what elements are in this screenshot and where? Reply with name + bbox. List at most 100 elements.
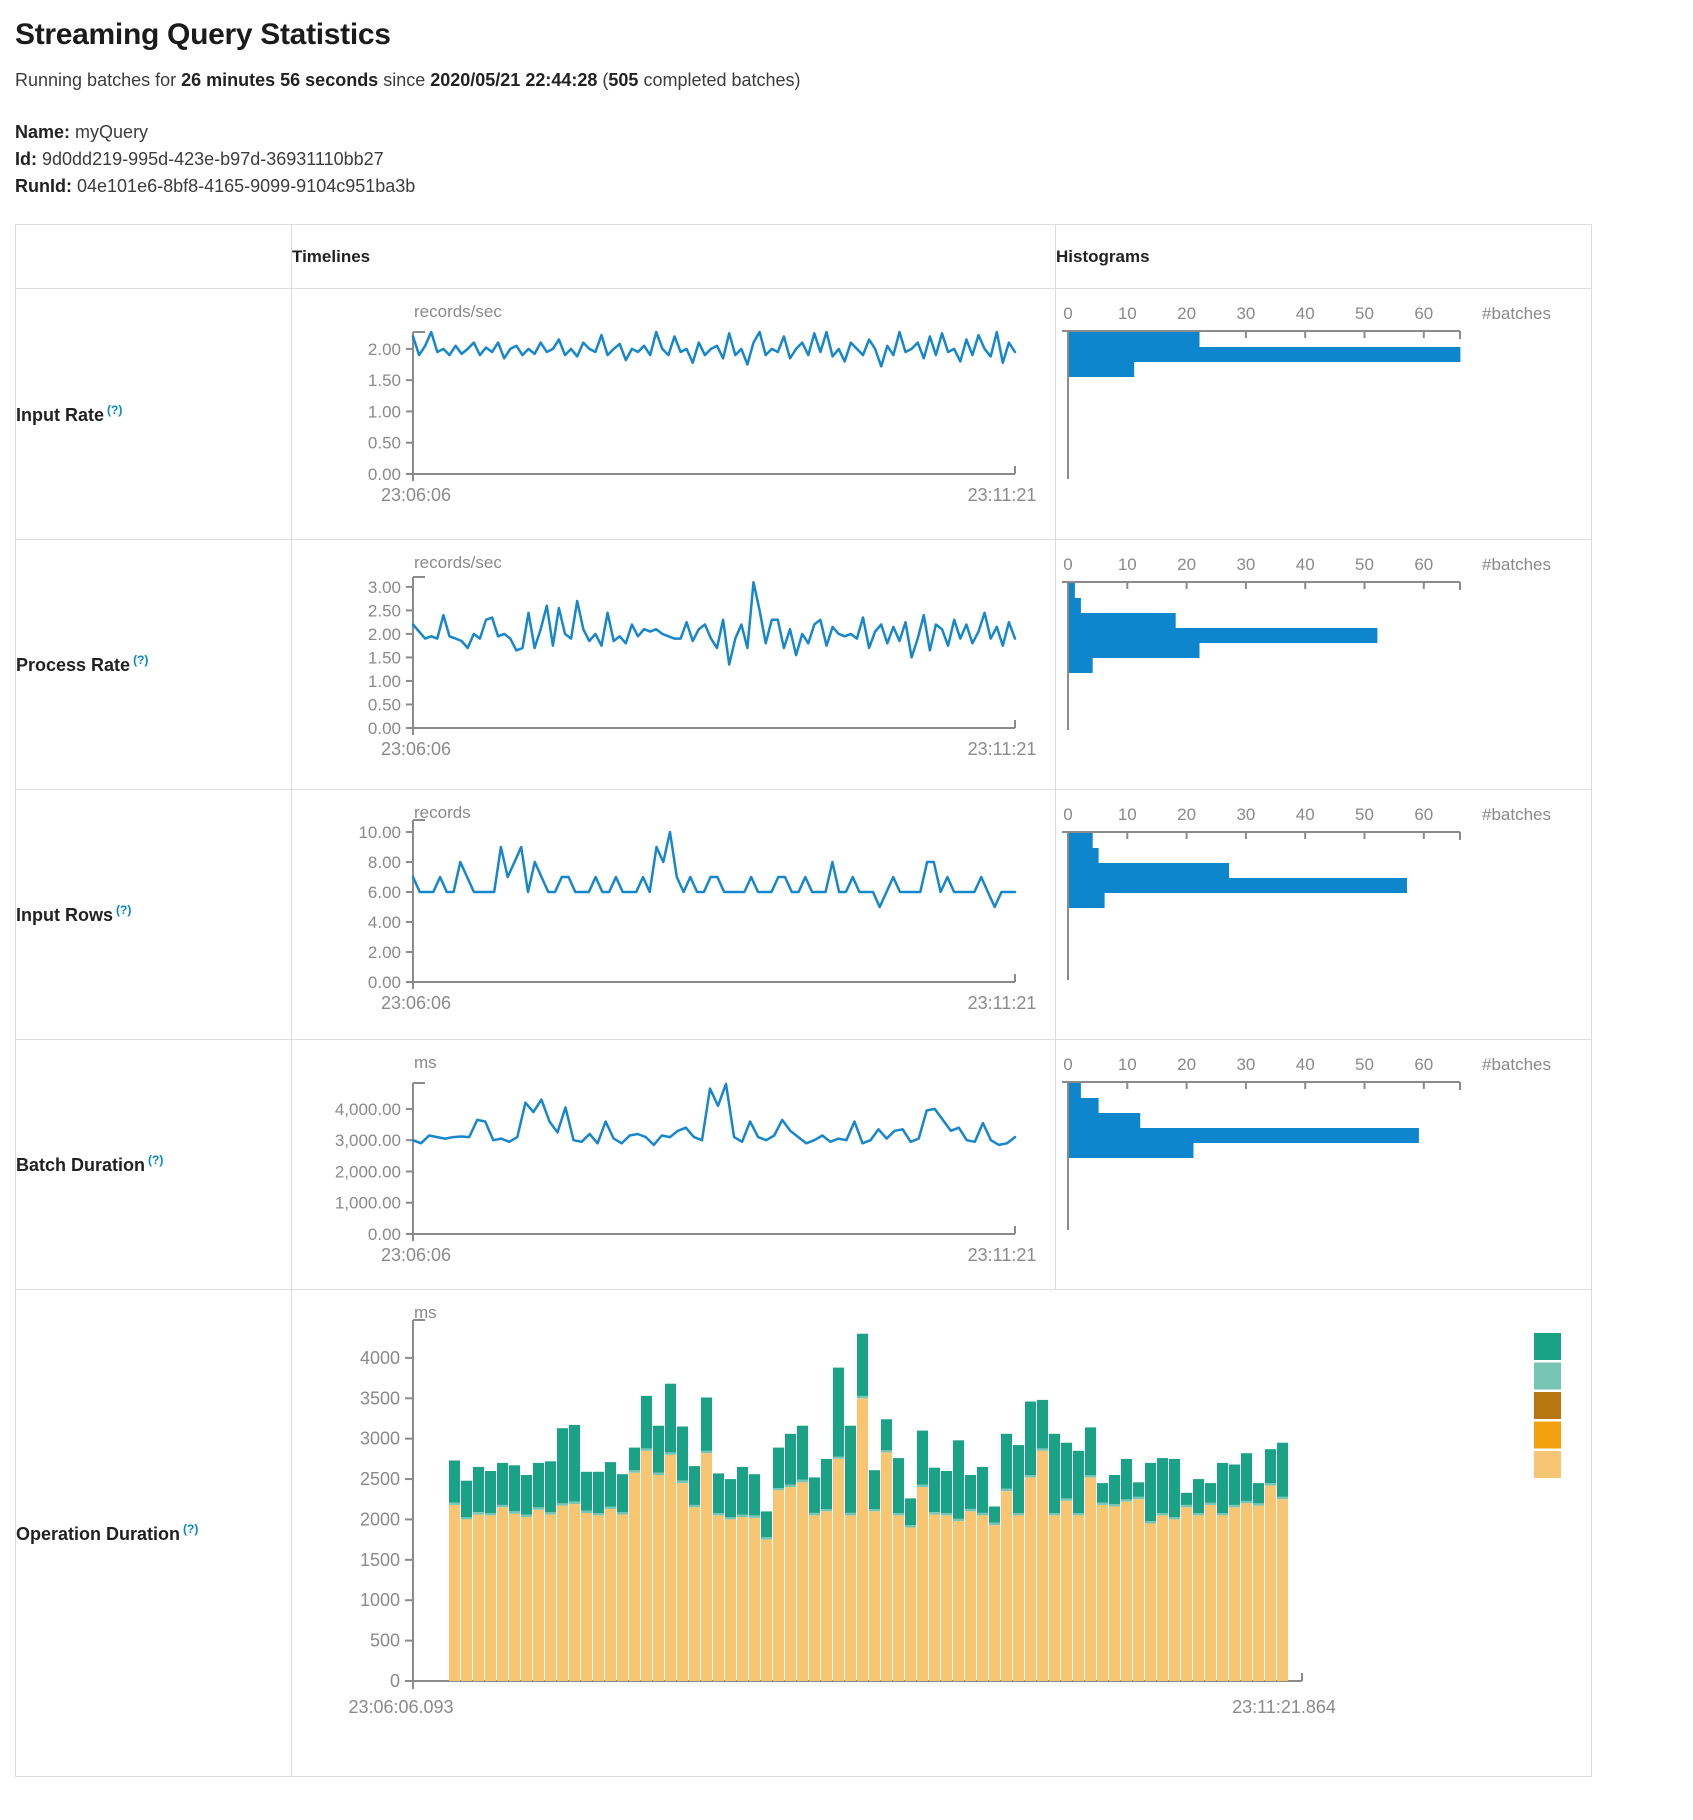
stack-bar-top xyxy=(785,1433,796,1485)
svg-text:#batches: #batches xyxy=(1482,805,1551,824)
stack-bar-middle xyxy=(485,1513,496,1516)
stack-bar-middle xyxy=(533,1507,544,1510)
stack-bar-top xyxy=(461,1480,472,1518)
start-time-value: 2020/05/21 22:44:28 xyxy=(430,70,598,90)
help-icon[interactable]: (?) xyxy=(148,1153,164,1167)
stack-bar-base xyxy=(1049,1515,1060,1681)
table-row: Process Rate (?) records/sec 3.00 2.50 2.00 1… xyxy=(15,539,1592,790)
table-row: Input Rows (?) records 10.00 8.00 6.00 4.00 2.… xyxy=(15,789,1592,1040)
stack-bar-base xyxy=(977,1515,988,1681)
svg-text:6.00: 6.00 xyxy=(368,883,401,902)
stack-bar-base xyxy=(677,1483,688,1681)
stack-bar-middle xyxy=(641,1448,652,1451)
stack-bar-base xyxy=(809,1515,820,1681)
stack-bar-middle xyxy=(545,1512,556,1515)
stack-bar-top xyxy=(809,1477,820,1513)
stack-bar-top xyxy=(1061,1442,1072,1499)
stack-bar-base xyxy=(641,1450,652,1681)
query-runid-label: RunId: xyxy=(15,176,72,196)
legend-swatch xyxy=(1534,1451,1561,1478)
stack-bar-middle xyxy=(1157,1513,1168,1516)
timelines-header: Timelines xyxy=(291,224,1056,289)
stack-bar-top xyxy=(713,1473,724,1513)
svg-text:40: 40 xyxy=(1296,1055,1315,1074)
stack-bar-middle xyxy=(1193,1513,1204,1516)
stack-bar-middle xyxy=(929,1512,940,1515)
histogram-svg: 0 10 20 30 40 50 60 #batches xyxy=(1062,1055,1551,1230)
input-rate-timeline-chart: records/sec 2.00 1.50 1.00 0.50 0.00 23:06:06 2… xyxy=(291,288,1056,540)
svg-text:3.00: 3.00 xyxy=(368,578,401,597)
svg-text:60: 60 xyxy=(1414,555,1433,574)
stack-bar-base xyxy=(1277,1499,1288,1681)
stack-bar-base xyxy=(1241,1503,1252,1681)
svg-text:0.50: 0.50 xyxy=(368,434,401,453)
stack-bar-base xyxy=(989,1525,1000,1681)
stack-bar-middle xyxy=(893,1513,904,1516)
operation-duration-stacked-chart: ms 0 500 1000 1500 2000 2500 3000 3500 4000 23:06:… xyxy=(291,1289,1592,1777)
stack-bar-top xyxy=(905,1498,916,1526)
histograms-header: Histograms xyxy=(1055,224,1592,289)
stack-bar-base xyxy=(1121,1501,1132,1681)
histogram-bar xyxy=(1069,1128,1419,1143)
batch-duration-timeline-chart: ms 4,000.00 3,000.00 2,000.00 1,000.00 0.00 23… xyxy=(291,1039,1056,1290)
help-icon[interactable]: (?) xyxy=(107,402,123,417)
stack-bar-base xyxy=(1169,1519,1180,1681)
stack-bar-middle xyxy=(557,1503,568,1506)
stack-bar-middle xyxy=(1049,1513,1060,1516)
stack-bar-base xyxy=(785,1487,796,1681)
svg-text:10.00: 10.00 xyxy=(358,823,401,842)
stack-bar-top xyxy=(1013,1445,1024,1513)
stack-bar-base xyxy=(893,1515,904,1681)
stack-bar-middle xyxy=(1229,1504,1240,1508)
histogram-bar xyxy=(1069,848,1099,863)
histogram-bar xyxy=(1069,1113,1141,1128)
histogram-bar xyxy=(1069,362,1135,377)
histogram-bar xyxy=(1069,332,1200,347)
stack-bar-top xyxy=(737,1466,748,1515)
stack-bar-top xyxy=(749,1474,760,1516)
stack-bar-middle xyxy=(785,1484,796,1488)
help-icon[interactable]: (?) xyxy=(133,653,149,667)
svg-text:0.00: 0.00 xyxy=(368,1225,401,1244)
stack-bar-top xyxy=(1205,1483,1216,1503)
stack-bar-middle xyxy=(593,1513,604,1516)
stack-bar-middle xyxy=(905,1525,916,1528)
stack-bar-middle xyxy=(1037,1448,1048,1451)
stack-bar-base xyxy=(617,1514,628,1681)
help-icon[interactable]: (?) xyxy=(183,1521,199,1536)
stack-bar-base xyxy=(881,1452,892,1681)
svg-text:1.00: 1.00 xyxy=(368,402,401,421)
stack-bar-middle xyxy=(1001,1488,1012,1492)
stack-bar-top xyxy=(677,1426,688,1481)
svg-text:records/sec: records/sec xyxy=(414,302,502,321)
histogram-bar xyxy=(1069,658,1093,673)
timeline-line xyxy=(411,580,1017,666)
stack-bar-base xyxy=(1073,1515,1084,1681)
statistics-table: Timelines Histograms Input Rate (?) recor… xyxy=(15,224,1592,1777)
svg-text:10: 10 xyxy=(1118,304,1137,323)
stack-bar-middle xyxy=(1217,1513,1228,1516)
stack-bar-base xyxy=(1265,1485,1276,1681)
table-row: Batch Duration (?) ms 4,000.00 3,000.00 2,00… xyxy=(15,1039,1592,1290)
stack-bar-base xyxy=(1193,1515,1204,1681)
svg-text:ms: ms xyxy=(414,1053,437,1072)
stack-bar-middle xyxy=(617,1512,628,1515)
stack-bar-base xyxy=(509,1513,520,1681)
stack-bar-middle xyxy=(1241,1500,1252,1504)
histogram-bar xyxy=(1069,583,1075,598)
stack-bar-middle xyxy=(1145,1521,1156,1524)
stack-bar-top xyxy=(497,1462,508,1505)
stack-bar-middle xyxy=(1277,1496,1288,1500)
svg-text:1000: 1000 xyxy=(360,1590,400,1610)
stack-bar-top xyxy=(1073,1450,1084,1513)
duration-value: 26 minutes 56 seconds xyxy=(181,70,379,90)
stack-bar-top xyxy=(485,1471,496,1513)
stack-bar-base xyxy=(533,1509,544,1681)
help-icon[interactable]: (?) xyxy=(116,903,132,917)
process-rate-histogram-chart: 0 10 20 30 40 50 60 #batches xyxy=(1055,539,1592,790)
svg-text:10: 10 xyxy=(1118,805,1137,824)
legend-swatch xyxy=(1534,1421,1561,1449)
stack-bar-base xyxy=(1145,1523,1156,1681)
svg-text:0.00: 0.00 xyxy=(368,719,401,738)
stack-bar-top xyxy=(917,1430,928,1485)
